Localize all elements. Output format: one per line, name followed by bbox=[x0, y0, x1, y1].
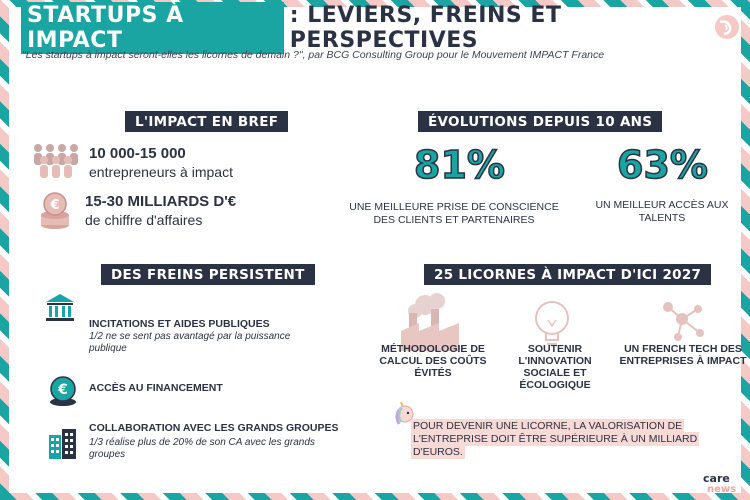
licorne-label-1: MÉTHODOLOGIE DE CALCUL DES COÛTS ÉVITÉS bbox=[379, 343, 487, 379]
frein-title-1: INCITATIONS ET AIDES PUBLIQUES bbox=[89, 318, 270, 330]
carenews-brand: care news bbox=[703, 472, 745, 500]
heading-freins: DES FREINS PERSISTENT bbox=[101, 264, 315, 285]
evolution-value-2: 63% bbox=[616, 142, 708, 188]
stat-ca-label: de chiffre d'affaires bbox=[85, 212, 203, 228]
title-rest: : LEVIERS, FREINS ET PERSPECTIVES bbox=[289, 3, 562, 53]
stat-ca-value: 15-30 MILLIARDS D'€ bbox=[85, 193, 237, 210]
title-highlight: STARTUPS À IMPACT bbox=[21, 2, 284, 54]
brand-news: news bbox=[707, 484, 737, 495]
infographic-canvas: STARTUPS À IMPACT : LEVIERS, FREINS ET P… bbox=[9, 2, 746, 495]
heading-licornes: 25 LICORNES À IMPACT D'ICI 2027 bbox=[424, 264, 712, 285]
frein-title-3: COLLABORATION AVEC LES GRANDS GROUPES bbox=[89, 422, 339, 434]
bank-icon bbox=[46, 294, 74, 321]
page-title: STARTUPS À IMPACT : LEVIERS, FREINS ET P… bbox=[21, 2, 741, 54]
unicorn-note: POUR DEVENIR UNE LICORNE, LA VALORISATIO… bbox=[411, 419, 711, 459]
stat-entrepreneurs-label: entrepreneurs à impact bbox=[89, 164, 233, 180]
factory-smoke-icon bbox=[401, 293, 459, 351]
heading-impact-en-bref: L'IMPACT EN BREF bbox=[125, 111, 289, 132]
coins-stack-icon: € bbox=[41, 192, 69, 229]
evolution-value-1: 81% bbox=[413, 142, 505, 188]
lightbulb-icon bbox=[535, 301, 569, 345]
evolution-label-1: UNE MEILLEURE PRISE DE CONSCIENCE DES CL… bbox=[349, 201, 559, 226]
licorne-label-2: SOUTENIR L'INNOVATION SOCIALE ET ÉCOLOGI… bbox=[518, 343, 592, 391]
heading-evolutions: ÉVOLUTIONS DEPUIS 10 ANS bbox=[418, 111, 663, 132]
stat-entrepreneurs-value: 10 000-15 000 bbox=[89, 145, 186, 162]
evolution-label-2: UN MEILLEUR ACCÈS AUX TALENTS bbox=[595, 199, 729, 224]
svg-text:€: € bbox=[57, 382, 68, 398]
unicorn-note-text: POUR DEVENIR UNE LICORNE, LA VALORISATIO… bbox=[411, 419, 700, 459]
people-group-icon bbox=[34, 144, 78, 178]
carenews-logo-icon bbox=[715, 15, 739, 39]
brand-care: care bbox=[703, 472, 730, 485]
subtitle-source: "Les startups à impact seront-elles les … bbox=[22, 49, 605, 61]
unicorn-icon bbox=[395, 401, 414, 425]
svg-text:€: € bbox=[49, 198, 59, 213]
network-icon bbox=[663, 302, 704, 341]
frein-title-2: ACCÈS AU FINANCEMENT bbox=[89, 382, 223, 394]
buildings-icon bbox=[49, 429, 76, 459]
frein-desc-1: 1/2 ne se sent pas avantagé par la puiss… bbox=[89, 331, 291, 354]
frein-desc-3: 1/3 réalise plus de 20% de son CA avec l… bbox=[89, 437, 315, 460]
licorne-label-3: UN FRENCH TECH DES ENTREPRISES À IMPACT bbox=[619, 343, 747, 367]
euro-coin-icon: € bbox=[50, 376, 76, 406]
